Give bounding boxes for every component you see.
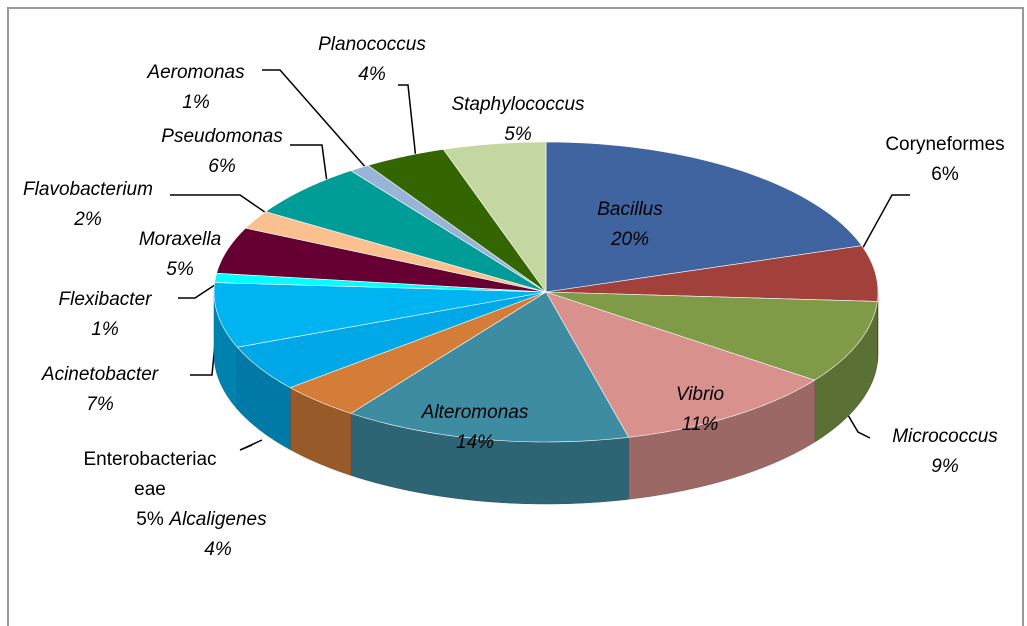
slice — [350, 165, 547, 293]
slices — [213, 141, 879, 505]
value-label: 5% — [136, 509, 164, 530]
category-name: Moraxella — [138, 229, 222, 250]
category-name: Vibrio — [675, 384, 725, 405]
category-name: Acinetobacter — [41, 364, 159, 385]
value-label: 7% — [86, 394, 114, 415]
category-name: Aeromonas — [147, 62, 245, 83]
slice-label: Alcaligenes 4% — [169, 505, 266, 565]
category-name: Coryneformes — [885, 134, 1005, 155]
slice — [289, 291, 547, 414]
category-name: Staphylococcus — [451, 94, 585, 115]
value-label: 20% — [610, 229, 650, 250]
value-label: 11% — [681, 414, 719, 435]
value-label: 1% — [182, 92, 210, 113]
value-label: 4% — [204, 539, 232, 560]
slice — [350, 291, 630, 443]
category-name: Flavobacterium — [23, 179, 153, 200]
slice-label: Bacillus 20% — [597, 195, 662, 255]
category-name: Bacillus — [597, 199, 663, 220]
slice — [367, 149, 547, 293]
category-name: Alcaligenes — [169, 509, 267, 530]
slice-label: Flavobacterium 2% — [23, 175, 153, 235]
slice-label: Planococcus 4% — [318, 30, 426, 90]
value-label: 6% — [208, 156, 236, 177]
slice — [545, 291, 816, 438]
slice — [442, 141, 547, 293]
slice-label: Staphylococcus 5% — [451, 90, 584, 150]
slice — [545, 245, 879, 302]
frame — [7, 7, 1024, 626]
category-name: Flexibacter — [58, 289, 152, 310]
slice-label: Acinetobacter 7% — [42, 360, 158, 420]
category-name: Micrococcus — [892, 426, 998, 447]
slice-label: Pseudomonas 6% — [161, 122, 282, 182]
slice — [216, 227, 547, 293]
value-label: 5% — [166, 259, 194, 280]
value-label: 4% — [358, 64, 386, 85]
slice-label: Micrococcus 9% — [892, 422, 998, 482]
slice-label: Vibrio 11% — [676, 380, 724, 440]
slice — [545, 291, 878, 381]
slice-label: Enterobacteriac eae 5% — [75, 445, 225, 535]
leader-lines — [170, 69, 910, 451]
slice-label: Aeromonas 1% — [147, 58, 244, 118]
slice-label: Moraxella 5% — [139, 225, 221, 285]
slice-label: Flexibacter 1% — [59, 285, 152, 345]
value-label: 6% — [931, 164, 959, 185]
value-label: 9% — [931, 456, 959, 477]
value-label: 2% — [74, 209, 102, 230]
value-label: 5% — [504, 124, 532, 145]
category-name: Alteromonas — [421, 402, 529, 423]
slice — [213, 282, 547, 348]
category-name: Pseudomonas — [161, 126, 283, 147]
slice — [264, 170, 547, 293]
slice — [236, 291, 547, 388]
category-name: Planococcus — [318, 34, 426, 55]
slice — [244, 211, 547, 293]
slice-label: Alteromonas 14% — [422, 398, 529, 458]
slice-label: Coryneformes 6% — [885, 130, 1004, 190]
slice — [545, 141, 863, 293]
value-label: 1% — [91, 319, 119, 340]
value-label: 14% — [455, 432, 495, 453]
category-name: Enterobacteriac eae — [83, 449, 217, 500]
